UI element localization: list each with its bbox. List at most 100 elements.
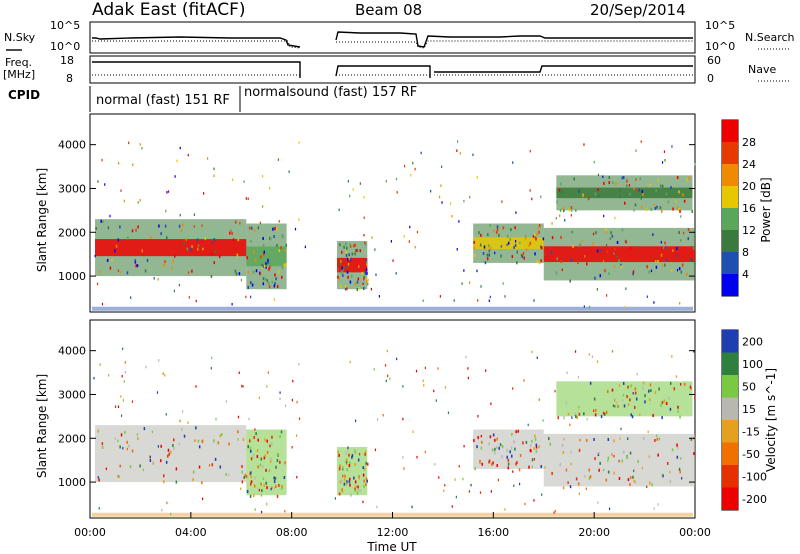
- echo-speckle: [502, 226, 505, 230]
- scatter-point: [519, 241, 521, 244]
- echo-speckle: [191, 269, 193, 273]
- scatter-point: [588, 305, 591, 309]
- echo-speckle: [572, 244, 574, 248]
- echo-speckle: [180, 229, 183, 233]
- echo-speckle: [517, 429, 519, 433]
- scatter-point: [141, 146, 143, 150]
- scatter-point: [96, 282, 99, 286]
- ytick-label: 4000: [58, 139, 86, 152]
- echo-speckle: [175, 480, 178, 484]
- scatter-point: [105, 467, 107, 471]
- xtick-label: 12:00: [377, 526, 409, 539]
- ground-scatter-band: [92, 306, 693, 311]
- echo-speckle: [363, 277, 365, 281]
- scatter-point: [194, 439, 196, 442]
- echo-speckle: [678, 231, 680, 235]
- echo-speckle: [102, 220, 104, 224]
- scatter-point: [265, 266, 267, 269]
- scatter-point: [386, 349, 388, 353]
- echo-speckle: [521, 255, 524, 259]
- echo-speckle: [353, 448, 356, 452]
- scatter-point: [553, 511, 555, 514]
- echo-speckle: [607, 456, 610, 460]
- echo-speckle: [280, 486, 283, 490]
- echo-speckle: [518, 468, 521, 472]
- echo-speckle: [262, 282, 265, 286]
- echo-speckle: [339, 464, 341, 468]
- echo-speckle: [229, 231, 231, 235]
- scatter-point: [99, 363, 101, 366]
- echo-speckle: [603, 181, 605, 185]
- echo-speckle: [691, 209, 694, 213]
- echo-speckle: [528, 465, 530, 469]
- echo-speckle: [126, 271, 129, 275]
- scatter-point: [392, 259, 394, 262]
- scatter-point: [584, 254, 586, 258]
- scatter-point: [254, 508, 256, 511]
- echo-speckle: [211, 463, 214, 467]
- echo-speckle: [565, 401, 568, 405]
- echo-speckle: [473, 246, 476, 250]
- echo-speckle: [642, 386, 644, 390]
- nsearch-trace: [92, 40, 693, 49]
- echo-speckle: [106, 258, 109, 262]
- echo-speckle: [690, 258, 693, 262]
- colorbar-swatch: [722, 208, 738, 230]
- echo-speckle: [501, 455, 503, 459]
- echo-speckle: [259, 463, 262, 467]
- scatter-point: [476, 269, 478, 273]
- freq-trace: [92, 61, 693, 78]
- echo-speckle: [616, 240, 619, 244]
- echo-speckle: [561, 443, 564, 447]
- noise-panel: N.Sky 10^5 10^0 10^5 10^0 N.Search: [4, 19, 795, 54]
- scatter-point: [540, 195, 542, 199]
- scatter-point: [238, 371, 240, 374]
- echo-speckle: [548, 437, 550, 441]
- colorbar-swatch: [722, 442, 738, 465]
- ytick-label: 1000: [58, 476, 86, 489]
- echo-speckle: [354, 252, 356, 256]
- scatter-point: [597, 173, 600, 177]
- scatter-point: [347, 262, 350, 266]
- scatter-point: [623, 306, 626, 309]
- xtick-label: 00:00: [74, 526, 106, 539]
- scatter-point: [635, 149, 637, 152]
- echo-speckle: [276, 243, 278, 247]
- echo-speckle: [645, 208, 648, 212]
- echo-speckle: [365, 461, 367, 465]
- echo-speckle: [246, 256, 248, 260]
- echo-speckle: [168, 452, 170, 456]
- scatter-point: [284, 404, 287, 407]
- colorbar-tick-label: 100: [742, 358, 763, 371]
- scatter-point: [181, 410, 184, 413]
- echo-speckle: [253, 250, 255, 254]
- echo-speckle: [538, 230, 540, 234]
- scatter-point: [247, 197, 249, 201]
- scatter-point: [461, 282, 463, 285]
- echo-speckle: [690, 386, 692, 390]
- echo-speckle: [195, 426, 197, 430]
- colorbar-swatch: [722, 252, 738, 274]
- echo-speckle: [354, 462, 356, 466]
- scatter-point: [501, 200, 503, 203]
- echo-speckle: [183, 241, 185, 245]
- echo-speckle: [365, 483, 367, 487]
- echo-band-5: [556, 381, 693, 417]
- echo-speckle: [656, 437, 658, 441]
- echo-speckle: [149, 458, 152, 462]
- echo-speckle: [117, 238, 120, 242]
- echo-speckle: [183, 434, 186, 438]
- echo-speckle: [634, 391, 637, 395]
- echo-speckle: [134, 260, 137, 264]
- scatter-point: [435, 399, 437, 402]
- scatter-point: [259, 221, 261, 225]
- echo-speckle: [266, 439, 268, 443]
- echo-speckle: [346, 270, 349, 274]
- echo-speckle: [274, 282, 276, 286]
- scatter-point: [458, 220, 460, 223]
- echo-speckle: [689, 383, 692, 387]
- echo-speckle: [511, 255, 514, 259]
- scatter-point: [433, 389, 435, 393]
- scatter-point: [225, 400, 228, 403]
- echo-speckle: [672, 207, 674, 211]
